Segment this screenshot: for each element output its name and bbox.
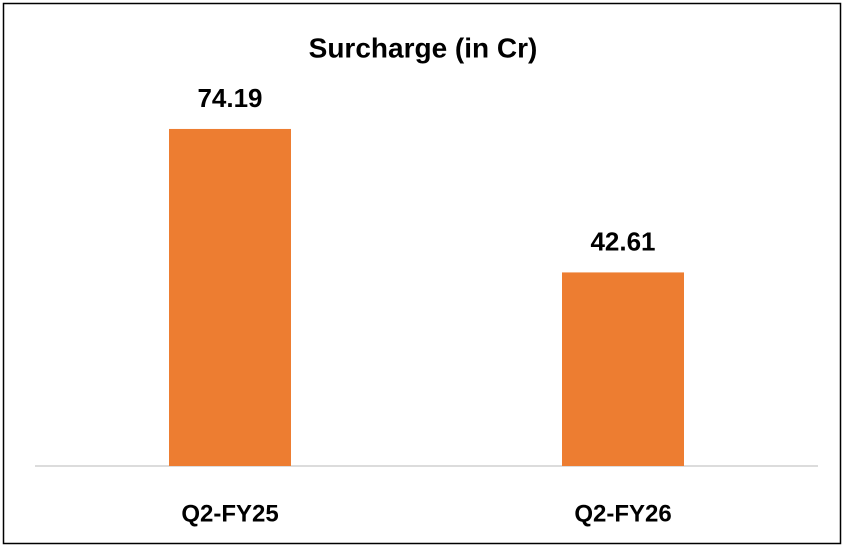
bar [169, 128, 291, 466]
data-label: 74.19 [197, 83, 262, 113]
data-label: 42.61 [590, 226, 655, 256]
x-tick-label: Q2-FY25 [181, 500, 278, 527]
chart-title: Surcharge (in Cr) [309, 32, 538, 63]
bar [562, 272, 684, 466]
x-tick-label: Q2-FY26 [574, 500, 671, 527]
